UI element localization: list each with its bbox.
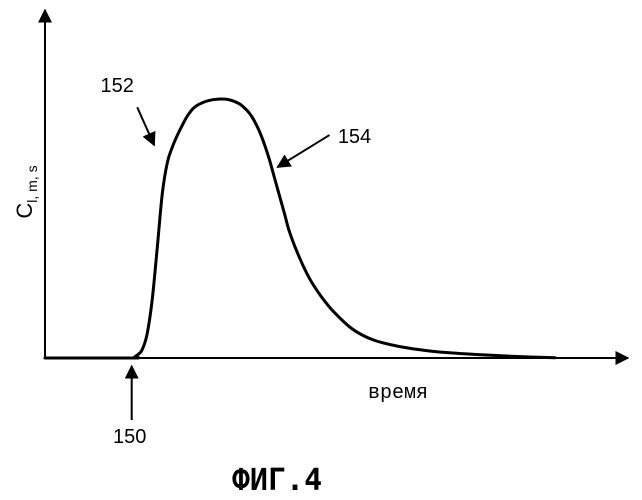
annotation-label-154: 154 bbox=[338, 126, 371, 148]
annotation-arrow-154 bbox=[278, 135, 330, 167]
chart-axes bbox=[45, 10, 628, 358]
x-axis-label: время bbox=[368, 382, 428, 405]
y-axis-label-subscript: l, m, s bbox=[24, 165, 40, 202]
y-axis-label: Cl, m, s bbox=[12, 165, 40, 218]
y-axis-label-main: C bbox=[12, 203, 37, 219]
annotation-label-152: 152 bbox=[101, 75, 134, 97]
annotations: 150 152 154 bbox=[101, 75, 372, 448]
annotation-label-150: 150 bbox=[113, 426, 146, 448]
concentration-curve bbox=[45, 99, 555, 358]
annotation-arrow-152 bbox=[137, 107, 154, 145]
figure-caption: ФИГ.4 bbox=[232, 463, 322, 498]
